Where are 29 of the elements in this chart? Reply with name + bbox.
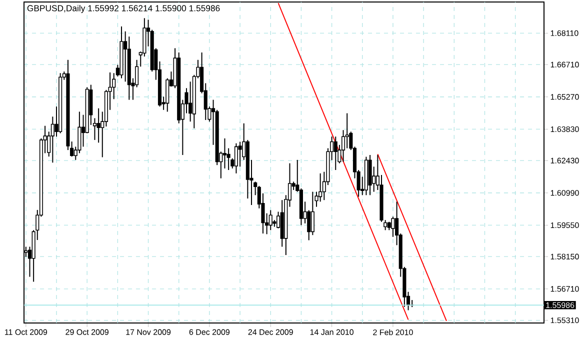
y-tick-label: 1.60990 <box>550 190 579 196</box>
ref-line-label: 1.55986 <box>546 302 574 308</box>
x-tick-label: 17 Nov 2009 <box>126 329 171 335</box>
y-tick-label: 1.68110 <box>550 30 578 36</box>
x-tick-label: 14 Jan 2010 <box>310 329 354 335</box>
y-tick-label: 1.59550 <box>550 222 579 228</box>
chart-title: GBPUSD,Daily 1.55992 1.56214 1.55900 1.55986 <box>27 4 220 14</box>
candlestick <box>238 141 242 168</box>
x-tick-label: 11 Oct 2009 <box>5 329 48 335</box>
candlestick <box>234 142 238 174</box>
y-tick-label: 1.62430 <box>550 158 579 164</box>
y-tick-label: 1.63830 <box>550 126 579 132</box>
x-tick-label: 2 Feb 2010 <box>373 329 413 336</box>
y-tick-label: 1.65270 <box>550 94 579 100</box>
candlestick <box>391 216 395 238</box>
y-tick-label: 1.56710 <box>550 286 579 292</box>
candlestick <box>310 191 314 236</box>
candlestick <box>96 108 100 144</box>
x-tick-label: 29 Oct 2009 <box>66 329 108 335</box>
y-tick-label: 1.66710 <box>550 62 579 68</box>
x-tick-label: 24 Dec 2009 <box>248 329 293 335</box>
candlestick <box>222 138 227 169</box>
candlestick <box>334 136 338 171</box>
candlestick <box>166 78 170 112</box>
x-tick-label: 6 Dec 2009 <box>189 329 230 335</box>
y-tick-label: 1.55310 <box>550 317 579 324</box>
y-tick-label: 1.58150 <box>550 254 579 260</box>
candlestick <box>226 148 230 171</box>
candlestick <box>268 210 272 231</box>
